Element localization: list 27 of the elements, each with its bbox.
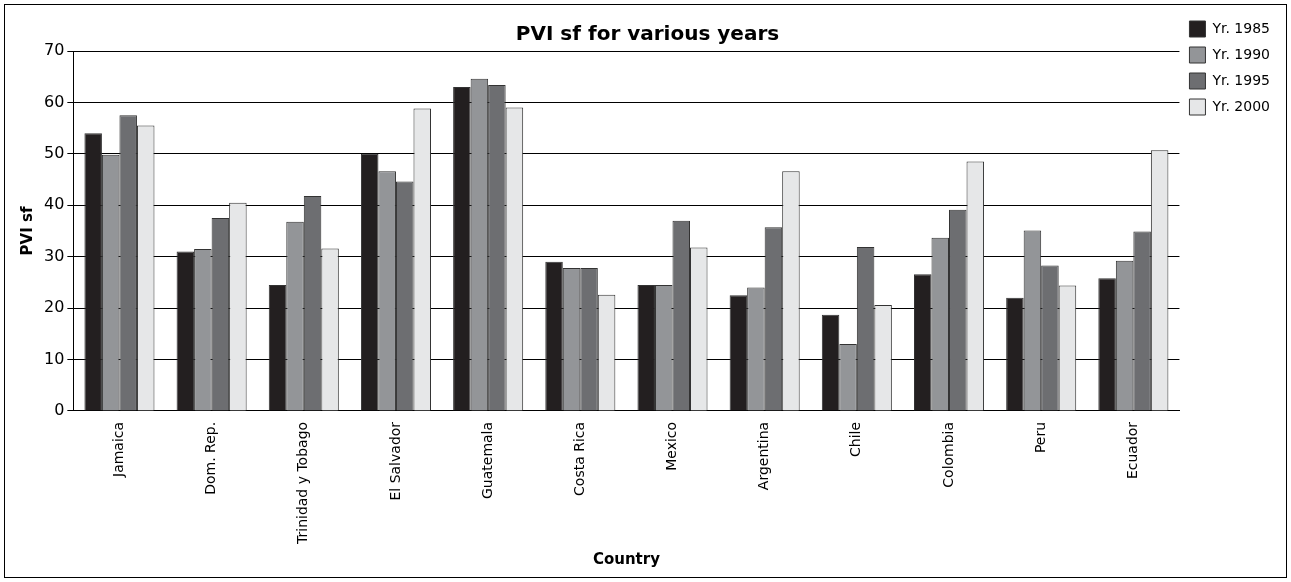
x-tick-label: Mexico [663, 421, 680, 471]
y-tick-label: 60 [44, 91, 65, 111]
x-tick-label: Trinidad y Tobago [294, 421, 311, 546]
legend-label: Yr. 1985 [1211, 19, 1271, 36]
x-tick-label: Dom. Rep. [202, 421, 219, 495]
y-axis-title: PVI sf [17, 206, 36, 256]
y-tick-label: 70 [44, 40, 65, 60]
x-tick-label: Costa Rica [570, 421, 587, 496]
x-tick-label: Jamaica [110, 421, 127, 478]
y-tick-label: 40 [44, 194, 65, 214]
legend-label: Yr. 1990 [1211, 45, 1271, 62]
y-tick-label: 10 [44, 348, 65, 368]
chart-title: PVI sf for various years [515, 21, 780, 46]
x-tick-label: Chile [847, 421, 864, 457]
legend-label: Yr. 2000 [1211, 97, 1271, 114]
x-axis-title: Country [592, 549, 661, 568]
x-tick-label: Peru [1031, 421, 1048, 454]
x-tick-label: Ecuador [1124, 421, 1140, 480]
x-tick-label: Guatemala [478, 421, 495, 499]
x-tick-label: Argentina [755, 421, 772, 491]
y-tick-label: 20 [44, 297, 65, 317]
legend-label: Yr. 1995 [1211, 71, 1271, 88]
x-tick-label: Colombia [939, 421, 956, 488]
y-tick-label: 30 [44, 245, 65, 265]
y-tick-label: 0 [54, 400, 65, 420]
x-tick-label: El Salvador [386, 421, 403, 501]
y-tick-label: 50 [44, 142, 65, 162]
